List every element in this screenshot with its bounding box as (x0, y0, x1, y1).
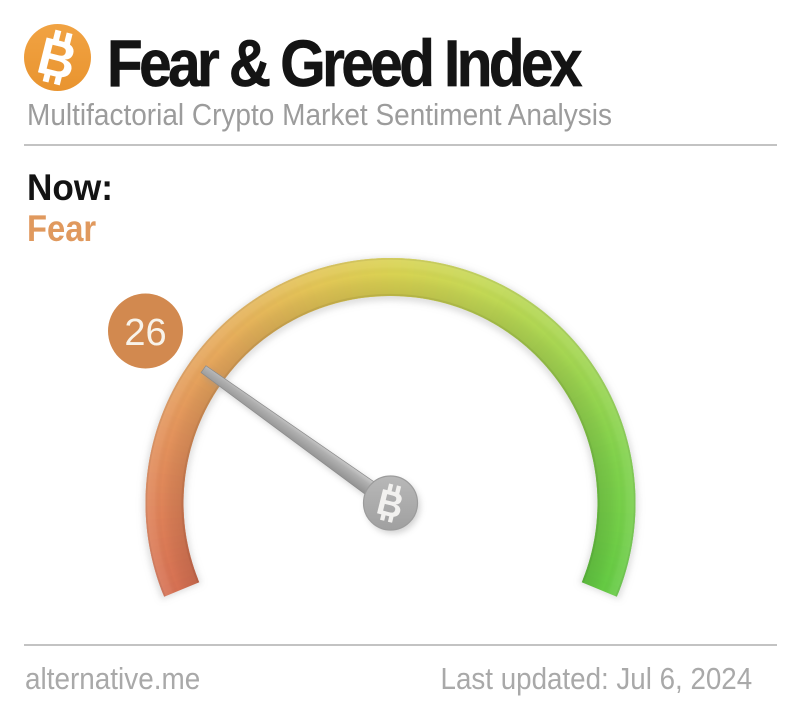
svg-text:26: 26 (124, 312, 166, 354)
